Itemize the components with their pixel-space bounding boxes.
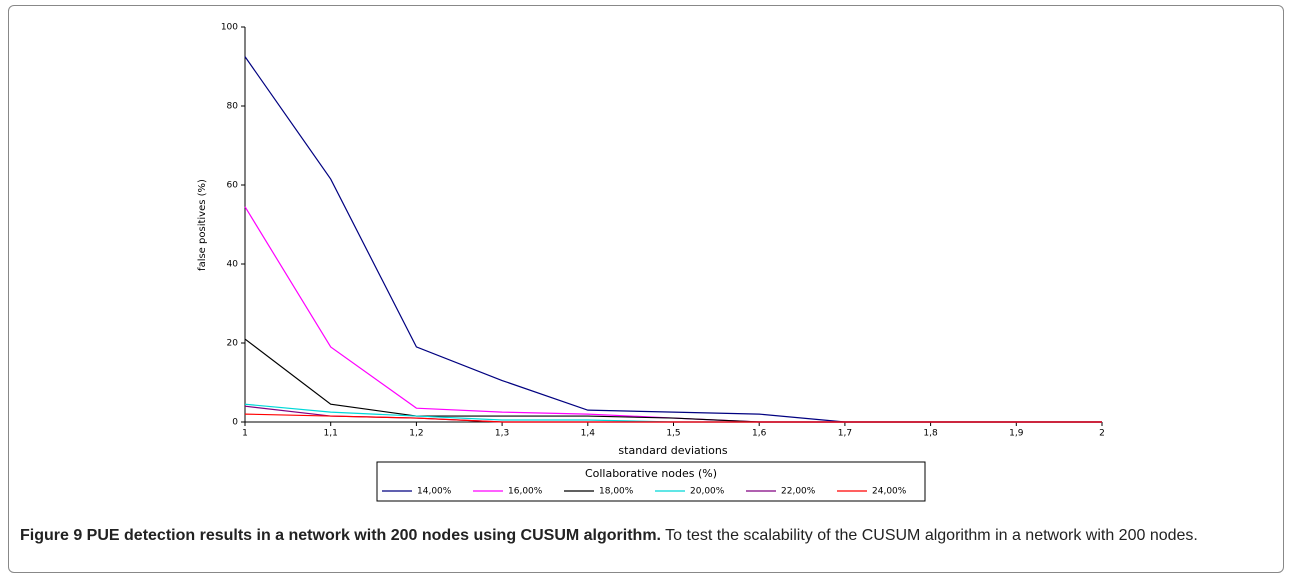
y-tick-label: 40 xyxy=(227,260,239,270)
y-tick-label: 0 xyxy=(232,418,238,428)
x-tick-label: 1,9 xyxy=(1009,429,1024,439)
chart: false positives (%) standard deviations … xyxy=(197,23,1105,502)
caption-title: Figure 9 PUE detection results in a netw… xyxy=(20,527,661,544)
series-line xyxy=(244,338,1102,423)
series-line xyxy=(244,413,1102,423)
x-tick-label: 1,1 xyxy=(324,429,338,439)
x-tick-label: 2 xyxy=(1099,429,1105,439)
series-line xyxy=(244,56,1102,423)
legend-label: 16,00% xyxy=(508,487,543,497)
legend-label: 18,00% xyxy=(599,487,634,497)
legend-label: 24,00% xyxy=(872,487,907,497)
legend-label: 22,00% xyxy=(781,487,816,497)
caption: Figure 9 PUE detection results in a netw… xyxy=(20,524,1260,548)
legend-title: Collaborative nodes (%) xyxy=(585,467,717,480)
legend-label: 14,00% xyxy=(417,487,452,497)
x-tick-label: 1,3 xyxy=(495,429,509,439)
figure-frame xyxy=(8,5,1284,573)
legend-label: 20,00% xyxy=(690,487,725,497)
y-tick-label: 60 xyxy=(227,181,239,191)
x-tick-label: 1,5 xyxy=(666,429,680,439)
caption-text: To test the scalability of the CUSUM alg… xyxy=(665,527,1198,544)
x-tick-label: 1,8 xyxy=(923,429,938,439)
x-tick-label: 1,2 xyxy=(409,429,423,439)
x-tick-label: 1,6 xyxy=(752,429,767,439)
y-tick-label: 20 xyxy=(227,339,239,349)
y-tick-label: 80 xyxy=(227,102,239,112)
x-tick-label: 1,4 xyxy=(581,429,596,439)
x-tick-label: 1 xyxy=(242,429,248,439)
series-line xyxy=(244,403,1102,423)
x-axis-label: standard deviations xyxy=(618,444,727,457)
y-axis-label: false positives (%) xyxy=(197,179,208,271)
x-tick-label: 1,7 xyxy=(838,429,852,439)
y-tick-label: 100 xyxy=(221,23,238,33)
legend-box xyxy=(376,461,926,502)
series-line xyxy=(244,206,1102,423)
